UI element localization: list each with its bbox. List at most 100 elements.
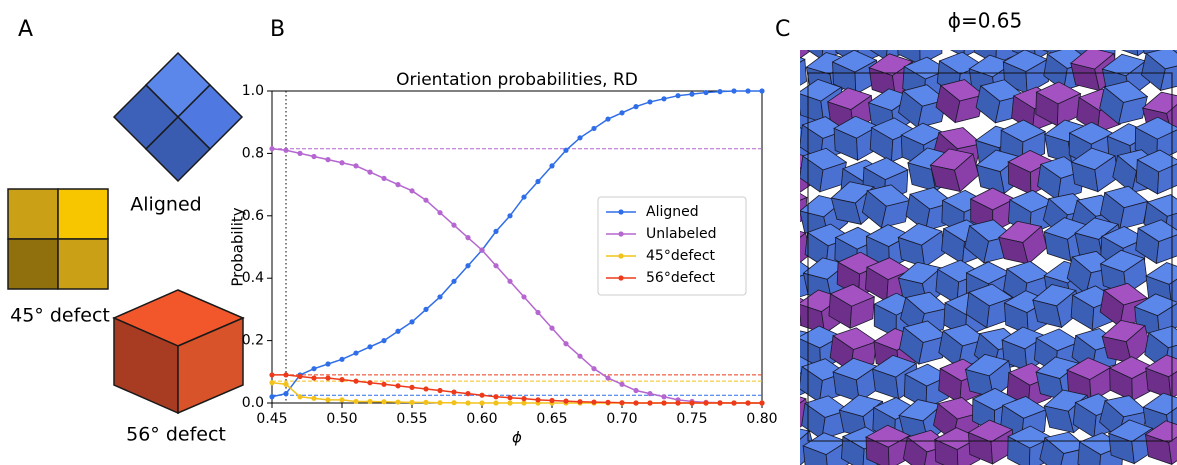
cube-face <box>1168 427 1177 465</box>
point <box>395 328 401 334</box>
point <box>451 278 457 284</box>
point <box>745 88 751 94</box>
cube-face <box>770 162 796 198</box>
legend-label: 45°defect <box>646 248 716 264</box>
point <box>269 394 275 400</box>
cube-face <box>865 436 890 465</box>
point <box>521 396 527 402</box>
panel-label: C <box>775 17 790 42</box>
cube-face <box>1025 58 1049 95</box>
point <box>577 353 583 359</box>
point <box>605 116 611 122</box>
point <box>325 157 331 163</box>
point <box>507 213 513 219</box>
point <box>297 150 303 156</box>
point <box>661 96 667 102</box>
point <box>437 210 443 216</box>
shape-label: Aligned <box>130 194 201 216</box>
point <box>283 147 289 153</box>
point <box>507 395 513 401</box>
point <box>633 387 639 394</box>
cube-face <box>800 289 807 313</box>
cube <box>800 147 848 193</box>
cube <box>935 79 985 124</box>
point <box>311 375 317 381</box>
cube-face <box>902 436 928 465</box>
point <box>269 380 275 386</box>
cube-face <box>1071 23 1116 46</box>
point <box>297 373 303 380</box>
point <box>465 263 471 269</box>
aligned-cube <box>112 51 244 183</box>
legend-marker <box>618 253 624 259</box>
cube-face <box>800 344 802 372</box>
box-outline <box>807 72 1173 442</box>
cube-face <box>837 19 882 44</box>
y-tick-label: 0.8 <box>242 145 264 161</box>
point <box>423 399 429 405</box>
cube <box>865 424 912 465</box>
cube-face <box>800 58 808 95</box>
x-axis-label: ϕ <box>512 429 522 447</box>
point <box>451 222 457 228</box>
point <box>311 395 317 401</box>
cube <box>964 353 1014 399</box>
point <box>297 394 303 400</box>
point <box>689 91 695 97</box>
point <box>717 400 723 406</box>
point <box>703 400 709 406</box>
point <box>423 386 429 392</box>
point <box>647 391 653 397</box>
point <box>395 399 401 405</box>
point <box>535 309 541 316</box>
cube <box>1135 149 1177 195</box>
cube-face <box>897 20 941 43</box>
point <box>325 397 331 403</box>
point <box>395 182 401 188</box>
point <box>521 294 527 300</box>
point <box>465 400 471 406</box>
point <box>479 400 485 406</box>
cube <box>903 363 950 409</box>
cube-face <box>1035 11 1081 38</box>
chart-title: Orientation probabilities, RD <box>396 70 638 90</box>
point <box>577 399 583 405</box>
point <box>563 341 569 347</box>
point <box>437 400 443 406</box>
cube-face <box>1119 200 1149 230</box>
point <box>493 263 499 269</box>
point <box>633 104 639 110</box>
point <box>325 375 331 381</box>
x-tick-label: 0.80 <box>746 411 777 427</box>
point <box>339 160 345 166</box>
cube-face <box>1033 50 1058 61</box>
cube <box>1099 80 1149 125</box>
cube-face <box>1139 14 1177 43</box>
cube-face <box>760 194 784 229</box>
panel-title: ϕ=0.65 <box>948 9 1022 33</box>
point <box>367 169 373 175</box>
point <box>605 399 611 405</box>
cube <box>897 20 943 66</box>
point <box>395 383 401 389</box>
shape-label: 56° defect <box>126 424 226 446</box>
point <box>311 153 317 160</box>
point <box>353 350 359 356</box>
point <box>535 397 541 403</box>
cube-face <box>761 61 786 96</box>
point <box>731 88 737 94</box>
y-tick-label: 1.0 <box>242 83 264 99</box>
cube-face <box>880 199 911 229</box>
point <box>367 398 373 405</box>
cube-face <box>800 50 806 73</box>
point <box>647 99 653 105</box>
point <box>675 400 681 406</box>
point <box>423 197 429 203</box>
point <box>339 397 345 403</box>
legend-label: Unlabeled <box>646 226 716 242</box>
point <box>409 399 415 405</box>
point <box>437 387 443 394</box>
point <box>591 366 597 372</box>
cube-face <box>1111 9 1157 36</box>
